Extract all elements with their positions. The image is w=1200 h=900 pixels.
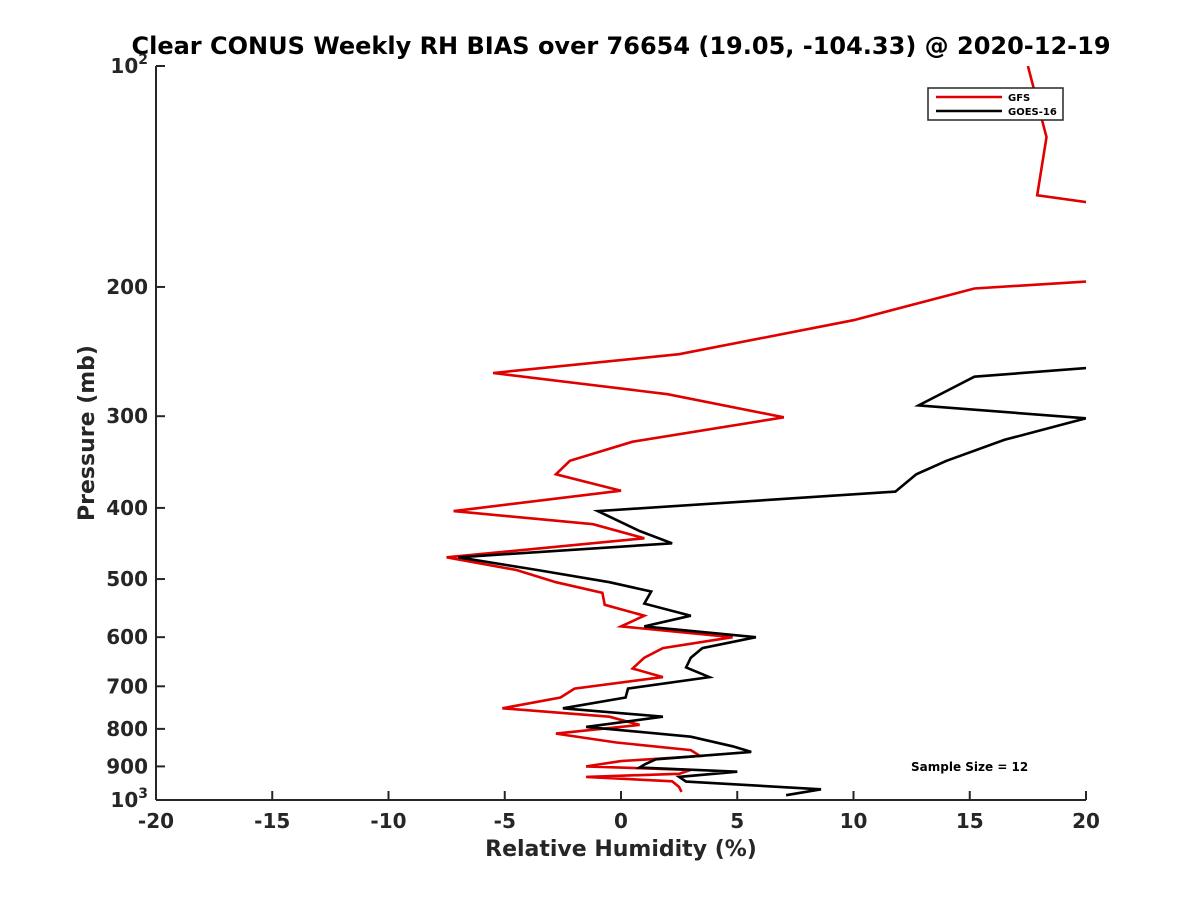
- y-tick-label: 700: [106, 674, 148, 698]
- x-tick-label: -15: [254, 809, 290, 833]
- legend-label-gfs: GFS: [1008, 93, 1030, 104]
- x-tick-label: 15: [956, 809, 984, 833]
- y-tick-label-power: 102: [110, 52, 148, 78]
- y-tick-label-power: 103: [110, 786, 148, 812]
- y-tick-label: 900: [106, 754, 148, 778]
- x-tick-label: 20: [1072, 809, 1100, 833]
- chart-title: Clear CONUS Weekly RH BIAS over 76654 (1…: [131, 32, 1110, 60]
- y-tick-power-base: 10: [110, 788, 138, 812]
- y-tick-label: 500: [106, 567, 148, 591]
- legend: GFS GOES-16: [927, 87, 1064, 121]
- legend-label-goes16: GOES-16: [1008, 107, 1057, 118]
- series-layer: [446, 66, 1086, 797]
- y-tick-power-exponent: 2: [138, 52, 148, 68]
- series-line-goes16: [458, 366, 1086, 797]
- x-axis-label: Relative Humidity (%): [485, 837, 757, 862]
- y-tick-label: 600: [106, 625, 148, 649]
- y-tick-label: 200: [106, 275, 148, 299]
- sample-size-annotation: Sample Size = 12: [911, 760, 1028, 774]
- x-tick-label: 5: [730, 809, 744, 833]
- x-tick-label: -5: [494, 809, 516, 833]
- plot-area: [156, 66, 1086, 800]
- x-tick-label: -10: [370, 809, 406, 833]
- x-tick-label: 10: [840, 809, 868, 833]
- y-tick-label: 300: [106, 404, 148, 428]
- legend-box: [927, 87, 1064, 121]
- y-tick-label: 800: [106, 717, 148, 741]
- y-tick-power-base: 10: [110, 54, 138, 78]
- x-axis-ticks: -20 -15 -10 -5 0 5 10 15 20: [138, 791, 1100, 833]
- y-tick-power-exponent: 3: [138, 786, 148, 802]
- x-tick-label: -20: [138, 809, 174, 833]
- y-tick-label: 400: [106, 496, 148, 520]
- y-axis-label: Pressure (mb): [75, 345, 100, 521]
- x-tick-label: 0: [614, 809, 628, 833]
